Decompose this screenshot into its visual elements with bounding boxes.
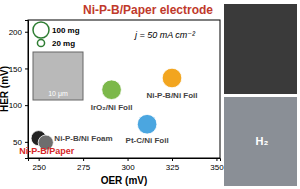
x-tick-mark [128, 158, 129, 161]
x-tick-label: 250 [32, 163, 46, 172]
point-label: Ni-P-B/Ni Foam [54, 134, 112, 143]
point [102, 80, 122, 100]
point-label: Ni-P-B/Paper [19, 146, 75, 156]
point-label: Ni-P-B/Ni Foil [146, 91, 197, 100]
size-legend-label: 20 mg [52, 39, 75, 48]
y-axis: 50100150200 [9, 21, 29, 159]
size-legend-marker [33, 22, 49, 38]
chart: H₂25027530032535050100150200OER (mV)HER … [0, 0, 300, 189]
photo-bottom [224, 97, 297, 186]
x-axis-line [29, 159, 221, 162]
annotation: j = 50 mA cm⁻² [134, 30, 196, 40]
point [162, 68, 182, 88]
y-tick-mark [25, 32, 28, 33]
x-tick-label: 275 [77, 163, 91, 172]
y-tick-mark [25, 105, 28, 106]
point-label: Pt-C/Ni Foil [126, 136, 169, 145]
plot-frame [28, 20, 220, 158]
y-axis-line [25, 21, 29, 159]
y-tick-mark [25, 68, 28, 69]
x-tick: 350 [210, 158, 224, 172]
y-tick: 200 [9, 28, 28, 37]
x-axis-title: OER (mV) [101, 175, 148, 186]
title: Ni-P-B/Paper electrode [83, 3, 213, 17]
y-tick-mark [25, 142, 28, 143]
size-legend-marker [37, 39, 44, 46]
x-tick: 250 [32, 158, 46, 172]
x-tick-mark [172, 158, 173, 161]
x-tick-label: 325 [166, 163, 180, 172]
x-tick-label: 300 [121, 163, 135, 172]
point-label: IrO₂/Ni Foil [91, 103, 133, 112]
y-axis-title: HER (mV) [0, 66, 10, 112]
x-tick-mark [216, 158, 217, 161]
size-legend-label: 100 mg [52, 26, 80, 35]
x-axis: 250 275 300 325 350 [29, 158, 225, 172]
x-tick: 325 [166, 158, 180, 172]
sem-inset [33, 52, 83, 100]
y-tick: 150 [9, 65, 28, 74]
photo-top [224, 4, 297, 94]
x-tick: 275 [77, 158, 91, 172]
x-tick: 300 [121, 158, 135, 172]
y-tick-label: 100 [9, 101, 23, 110]
photo-annotation: H₂ [256, 135, 269, 147]
y-tick-label: 200 [9, 28, 23, 37]
point [137, 114, 157, 134]
y-tick: 100 [9, 101, 28, 110]
y-tick-label: 150 [9, 65, 23, 74]
scale-label: 10 μm [48, 90, 68, 98]
x-tick-label: 350 [210, 163, 224, 172]
x-tick-mark [83, 158, 84, 161]
points [31, 68, 182, 150]
x-tick-mark [39, 158, 40, 161]
